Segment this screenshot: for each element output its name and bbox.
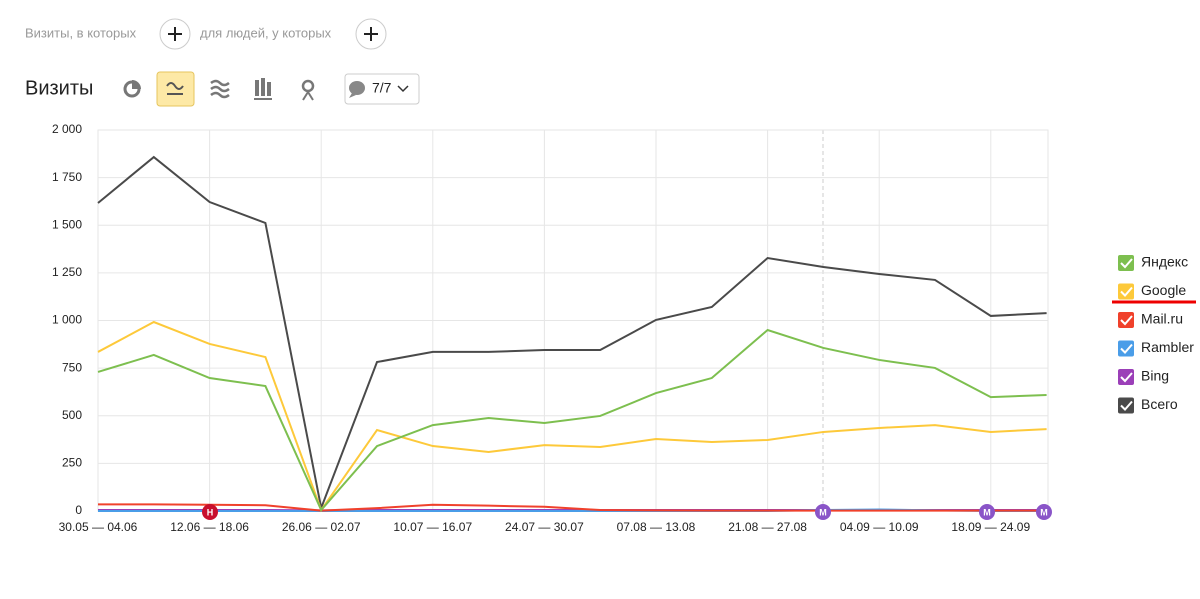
legend-checkbox [1118, 398, 1134, 414]
segment-visits: Визиты, в которых [25, 25, 137, 40]
y-tick-label: 1 750 [52, 170, 82, 184]
y-tick-label: 1 250 [52, 265, 82, 279]
legend-item[interactable]: Mail.ru [1118, 311, 1183, 328]
event-marker[interactable]: Н [202, 504, 218, 520]
report-title: Визиты [25, 77, 93, 99]
legend-item[interactable]: Google [1118, 282, 1186, 299]
line-chart-button[interactable] [157, 72, 194, 106]
event-marker-label: Н [207, 507, 214, 517]
event-marker-label: М [983, 507, 991, 517]
event-marker[interactable]: М [1036, 504, 1052, 520]
legend-checkbox [1118, 369, 1134, 385]
x-tick-label: 24.07 — 30.07 [505, 520, 584, 534]
event-marker[interactable]: М [979, 504, 995, 520]
x-tick-label: 12.06 — 18.06 [170, 520, 249, 534]
legend-checkbox [1118, 312, 1134, 328]
x-tick-label: 30.05 — 04.06 [59, 520, 138, 534]
x-tick-label: 18.09 — 24.09 [951, 520, 1030, 534]
series-line [98, 157, 1047, 508]
legend-label: Bing [1141, 368, 1169, 384]
legend-item[interactable]: Bing [1118, 368, 1169, 385]
add-visit-condition[interactable] [160, 19, 190, 49]
legend-label: Rambler [1141, 339, 1194, 355]
event-marker-label: М [1040, 507, 1048, 517]
y-tick-label: 250 [62, 456, 82, 470]
pie-chart-button[interactable] [125, 80, 141, 96]
y-tick-label: 500 [62, 408, 82, 422]
segment-people: для людей, у которых [200, 25, 332, 40]
y-tick-label: 0 [75, 503, 82, 517]
event-marker[interactable]: М [815, 504, 831, 520]
legend-item[interactable]: Rambler [1118, 339, 1194, 356]
legend-label: Яндекс [1141, 254, 1188, 270]
y-tick-label: 1 000 [52, 313, 82, 327]
legend-checkbox [1118, 255, 1134, 271]
comments-count: 7/7 [372, 80, 392, 96]
legend-item[interactable]: Яндекс [1118, 254, 1188, 271]
x-tick-label: 21.08 — 27.08 [728, 520, 807, 534]
legend-checkbox [1118, 341, 1134, 357]
legend-label: Mail.ru [1141, 311, 1183, 327]
series-line [98, 330, 1047, 510]
column-chart-button[interactable] [254, 78, 272, 100]
comments-button[interactable]: 7/7 [345, 74, 419, 104]
x-tick-label: 10.07 — 16.07 [393, 520, 472, 534]
legend-label: Всего [1141, 396, 1178, 412]
event-marker-label: М [819, 507, 827, 517]
legend-label: Google [1141, 282, 1186, 298]
y-tick-label: 750 [62, 360, 82, 374]
x-tick-label: 26.06 — 02.07 [282, 520, 361, 534]
legend-checkbox [1118, 284, 1134, 300]
map-button[interactable] [303, 81, 313, 100]
x-tick-label: 07.08 — 13.08 [617, 520, 696, 534]
y-tick-label: 2 000 [52, 122, 82, 136]
add-people-condition[interactable] [356, 19, 386, 49]
y-tick-label: 1 500 [52, 217, 82, 231]
x-tick-label: 04.09 — 10.09 [840, 520, 919, 534]
area-chart-button[interactable] [211, 81, 229, 97]
legend-item[interactable]: Всего [1118, 396, 1178, 413]
